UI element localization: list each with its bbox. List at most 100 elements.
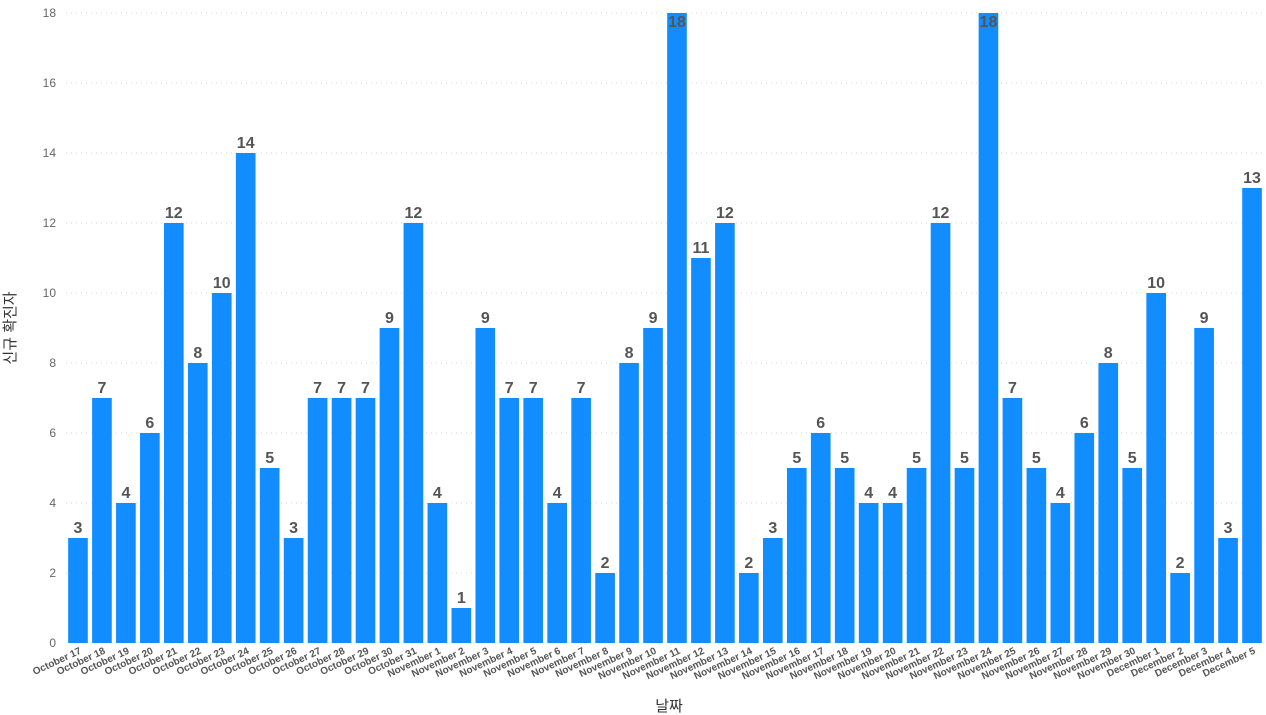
data-label: 6 — [145, 415, 154, 432]
bar — [595, 573, 615, 643]
bar — [379, 328, 400, 643]
bar — [1122, 468, 1143, 643]
data-label: 4 — [433, 485, 442, 502]
bar — [834, 468, 855, 643]
bar — [1002, 398, 1023, 643]
bar — [523, 398, 544, 643]
data-label: 7 — [337, 380, 346, 397]
data-label: 13 — [1243, 170, 1261, 187]
data-label: 3 — [1224, 520, 1233, 537]
bar — [619, 363, 639, 643]
bar — [499, 398, 520, 643]
data-label: 1 — [457, 590, 466, 607]
bar — [715, 223, 735, 643]
data-label: 5 — [912, 450, 921, 467]
bar — [1098, 363, 1119, 643]
data-label: 9 — [649, 310, 658, 327]
bar — [954, 468, 975, 643]
data-label: 4 — [1056, 485, 1065, 502]
bar — [163, 223, 184, 643]
x-axis-title: 날짜 — [655, 698, 683, 715]
data-label: 10 — [1147, 275, 1165, 292]
bar — [92, 398, 112, 643]
data-label: 7 — [577, 380, 586, 397]
bar — [1170, 573, 1190, 643]
data-label: 8 — [1104, 345, 1113, 362]
bar — [978, 13, 999, 643]
data-label: 11 — [692, 240, 709, 257]
bar — [259, 468, 280, 643]
data-label: 7 — [313, 380, 322, 397]
bar — [786, 468, 807, 643]
bar — [906, 468, 927, 643]
y-tick-label: 4 — [49, 496, 56, 510]
bar — [331, 398, 352, 643]
data-label: 3 — [74, 520, 83, 537]
data-label: 4 — [888, 485, 897, 502]
data-label: 5 — [960, 450, 969, 467]
bar — [691, 258, 711, 643]
data-label: 9 — [385, 310, 394, 327]
y-tick-label: 0 — [49, 636, 56, 650]
data-label: 5 — [265, 450, 274, 467]
data-label: 9 — [1200, 310, 1209, 327]
bar — [1146, 293, 1167, 643]
data-label: 9 — [481, 310, 490, 327]
bar — [1194, 328, 1214, 643]
bar — [810, 433, 831, 643]
bar — [643, 328, 663, 643]
data-label: 7 — [361, 380, 370, 397]
bar — [930, 223, 951, 643]
data-label: 4 — [864, 485, 873, 502]
data-label: 12 — [405, 205, 423, 222]
data-label: 14 — [237, 135, 255, 152]
bar — [187, 363, 208, 643]
bar — [235, 153, 256, 643]
data-label: 18 — [980, 14, 998, 31]
bar — [547, 503, 568, 643]
y-tick-label: 10 — [43, 286, 57, 300]
data-label: 2 — [601, 555, 610, 572]
data-label: 7 — [97, 380, 106, 397]
bar — [1074, 433, 1095, 643]
y-tick-label: 8 — [49, 356, 56, 370]
data-label: 3 — [768, 520, 777, 537]
data-label: 4 — [553, 485, 562, 502]
data-label: 5 — [1128, 450, 1137, 467]
bar — [283, 538, 304, 643]
bar — [1050, 503, 1071, 643]
bar — [116, 503, 136, 643]
bar — [667, 13, 687, 643]
data-label: 2 — [744, 555, 753, 572]
bar — [211, 293, 232, 643]
bar — [571, 398, 591, 643]
bar — [403, 223, 424, 643]
bar — [427, 503, 448, 643]
bar — [307, 398, 328, 643]
data-label: 8 — [625, 345, 634, 362]
data-label: 12 — [932, 205, 950, 222]
bar — [68, 538, 88, 643]
data-label: 5 — [1032, 450, 1041, 467]
y-axis-title: 신규 확진자 — [2, 291, 19, 364]
data-label: 7 — [505, 380, 514, 397]
bar — [1026, 468, 1047, 643]
data-label: 2 — [1176, 555, 1185, 572]
data-label: 12 — [716, 205, 734, 222]
data-label: 3 — [289, 520, 298, 537]
bar — [882, 503, 903, 643]
bar — [140, 433, 160, 643]
data-label: 7 — [1008, 380, 1017, 397]
data-label: 18 — [668, 14, 686, 31]
bar — [858, 503, 879, 643]
data-label: 12 — [165, 205, 183, 222]
y-tick-label: 14 — [43, 146, 57, 160]
bar — [1218, 538, 1238, 643]
bars — [68, 13, 1262, 643]
y-tick-label: 12 — [43, 216, 57, 230]
data-label: 7 — [529, 380, 538, 397]
data-label: 4 — [121, 485, 130, 502]
